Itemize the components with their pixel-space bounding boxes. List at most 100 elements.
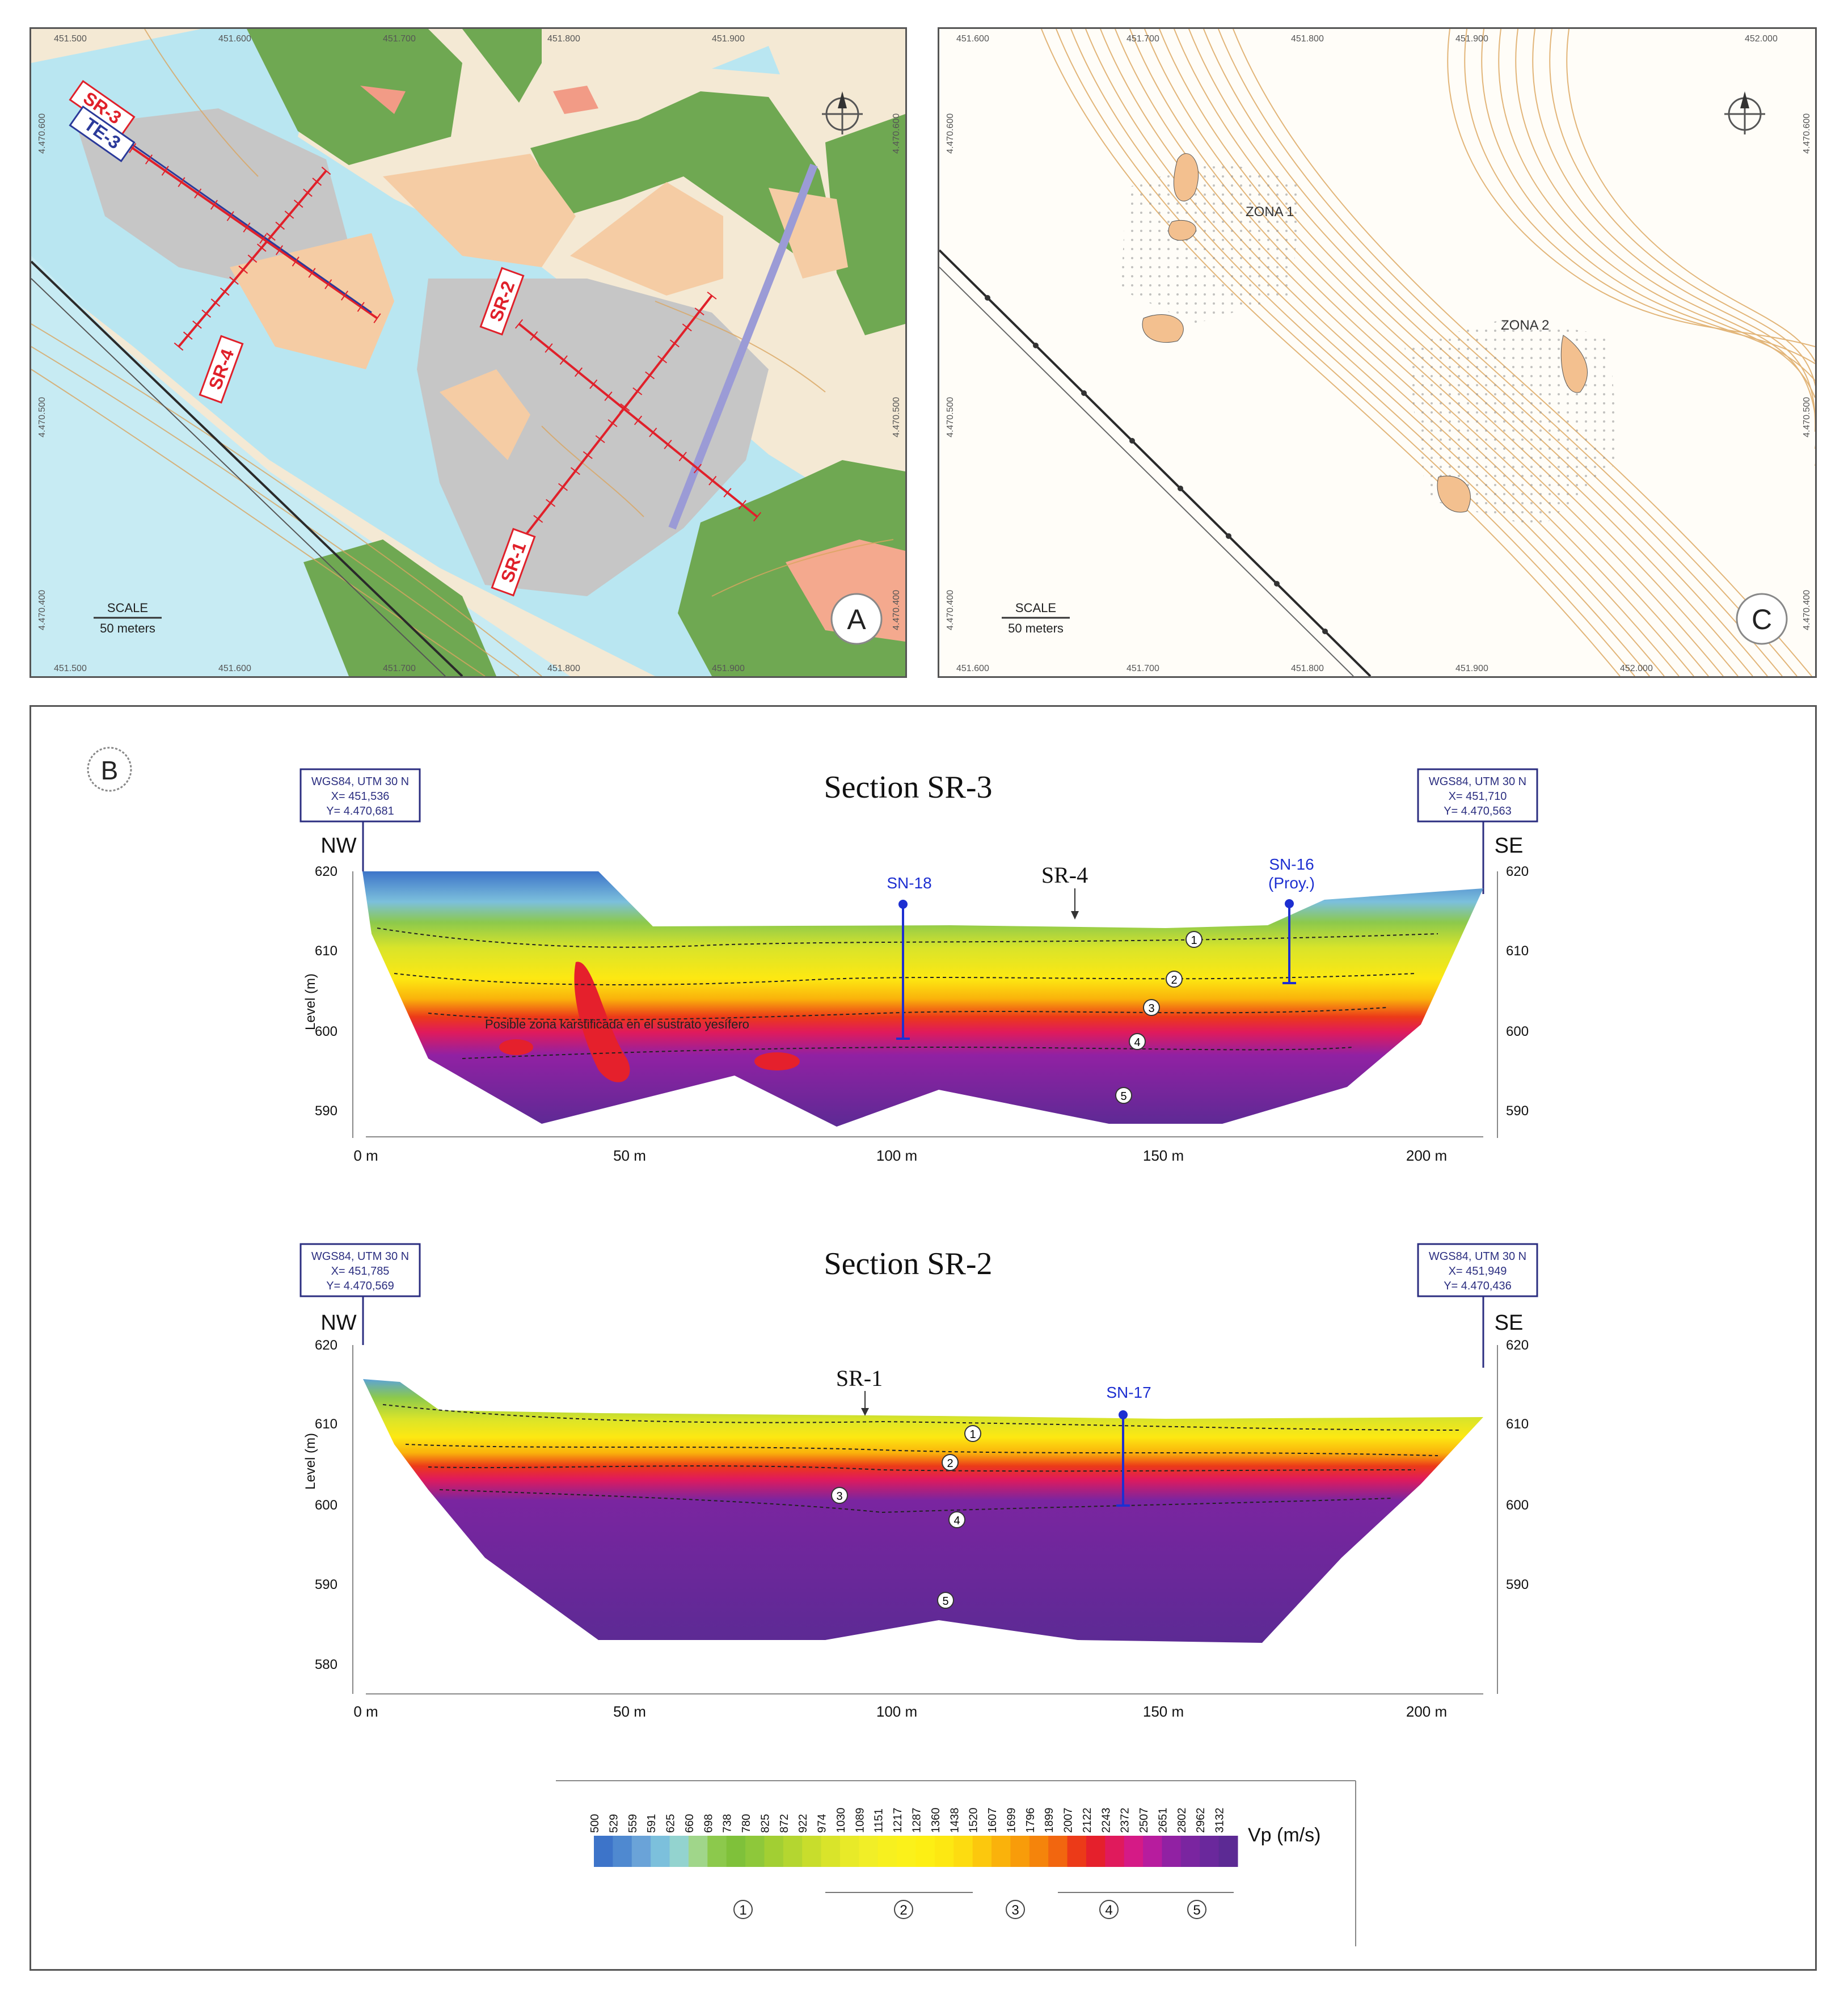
scale-bar: SCALE 50 meters [94, 601, 162, 635]
x-axis: 0 m 50 m 100 m 150 m 200 m [353, 1136, 1483, 1164]
borehole-sn16: SN-16 (Proy.) [1268, 855, 1315, 984]
legend-group-marker: 3 [1006, 1900, 1025, 1919]
legend-value: 974 [816, 1814, 829, 1833]
easting-ticks: 451.600 451.700 451.800 451.900 452.000 … [956, 34, 1778, 673]
coord-box-left: WGS84, UTM 30 N X= 451,536 Y= 4.470,681 [299, 768, 421, 823]
coord-box-left: WGS84, UTM 30 N X= 451,785 Y= 4.470,569 [299, 1243, 421, 1297]
svg-text:451.600: 451.600 [956, 34, 989, 44]
svg-text:451.900: 451.900 [1455, 34, 1488, 44]
zone-2-label: ZONA 2 [1501, 318, 1549, 333]
legend-swatch [651, 1836, 670, 1867]
svg-text:SR-4: SR-4 [1041, 862, 1088, 888]
karst-note: Posible zona karstificada en el sustrato… [485, 1017, 749, 1031]
legend-swatch [1010, 1836, 1030, 1867]
svg-text:4.470.500: 4.470.500 [892, 397, 901, 437]
svg-text:SN-17: SN-17 [1106, 1384, 1151, 1401]
legend-swatch [594, 1836, 613, 1867]
legend-swatch [839, 1836, 859, 1867]
map-unit-green [247, 29, 462, 165]
direction-nw: NW [320, 1311, 356, 1335]
svg-text:5: 5 [1120, 1090, 1126, 1103]
svg-text:50 meters: 50 meters [1008, 621, 1064, 635]
svg-text:451.700: 451.700 [1126, 664, 1159, 673]
legend-value: 1520 [968, 1808, 980, 1833]
legend-value: 2651 [1157, 1808, 1169, 1833]
svg-text:610: 610 [1506, 943, 1529, 959]
legend-value: 2962 [1195, 1808, 1207, 1833]
north-arrow-icon [822, 91, 863, 134]
svg-text:4.470.500: 4.470.500 [37, 397, 47, 437]
svg-text:580: 580 [315, 1657, 337, 1672]
svg-text:100 m: 100 m [876, 1703, 917, 1720]
legend-swatch [1218, 1836, 1238, 1867]
svg-text:3: 3 [1148, 1002, 1154, 1015]
legend-swatch [726, 1836, 746, 1867]
svg-text:600: 600 [315, 1498, 337, 1513]
x-axis: 0 m 50 m 100 m 150 m 200 m [353, 1693, 1483, 1720]
velocity-legend: 500 529 559 591 625 660 698 738 780 825 872 922 974 1… [556, 1780, 1356, 1946]
svg-text:50 m: 50 m [613, 1703, 646, 1720]
legend-value: 1217 [892, 1808, 904, 1833]
legend-swatch [1200, 1836, 1220, 1867]
svg-text:SN-18: SN-18 [887, 874, 931, 892]
svg-text:451.700: 451.700 [383, 664, 416, 673]
svg-text:451.900: 451.900 [712, 664, 745, 673]
svg-text:SCALE: SCALE [107, 601, 148, 615]
svg-text:4.470.500: 4.470.500 [946, 397, 955, 437]
legend-value: 2372 [1119, 1808, 1132, 1833]
svg-text:4.470.600: 4.470.600 [1802, 113, 1812, 154]
legend-swatch [745, 1836, 765, 1867]
svg-text:620: 620 [1506, 864, 1529, 879]
legend-value: 2507 [1138, 1808, 1150, 1833]
svg-text:451.600: 451.600 [956, 664, 989, 673]
legend-value: 738 [722, 1814, 734, 1833]
y-axis-right: 620 610 600 590 [1497, 864, 1529, 1138]
legend-value: 2802 [1176, 1808, 1188, 1833]
legend-value: 660 [683, 1814, 696, 1833]
svg-text:4: 4 [1134, 1036, 1140, 1049]
legend-swatch [1086, 1836, 1106, 1867]
legend-value: 698 [702, 1814, 715, 1833]
northing-ticks: 4.470.600 4.470.500 4.470.400 4.470.600 … [37, 113, 901, 630]
svg-text:0 m: 0 m [353, 1703, 378, 1720]
scale-bar: SCALE 50 meters [1002, 601, 1070, 635]
legend-swatch [1143, 1836, 1162, 1867]
legend-swatch [802, 1836, 822, 1867]
legend-value: 825 [759, 1814, 771, 1833]
legend-swatch [897, 1836, 916, 1867]
legend-group-marker: 2 [894, 1900, 913, 1919]
legend-unit: Vp (m/s) [1248, 1824, 1320, 1846]
panel-badge-a: A [830, 593, 883, 645]
svg-text:451.700: 451.700 [383, 34, 416, 44]
borehole-sn18: SN-18 [887, 874, 932, 1040]
crossing-sr4: SR-4 [1041, 862, 1088, 920]
y-axis-left: 620 610 600 590 580 Level (m) [303, 1338, 353, 1694]
easting-ticks: 451.500 451.600 451.700 451.800 451.900 … [54, 34, 745, 673]
legend-value: 591 [645, 1814, 658, 1833]
svg-text:SCALE: SCALE [1015, 601, 1056, 615]
legend-value: 1899 [1043, 1808, 1056, 1833]
legend-group-marker: 5 [1187, 1900, 1206, 1919]
geological-map: SR-3 TE-3 SR-4 SR-2 SR-1 451.500 451.600… [31, 29, 905, 676]
svg-text:600: 600 [1506, 1498, 1529, 1513]
coord-box-right: WGS84, UTM 30 N X= 451,949 Y= 4.470,436 [1417, 1243, 1538, 1297]
legend-value: 1699 [1005, 1808, 1018, 1833]
svg-text:150 m: 150 m [1143, 1147, 1184, 1164]
svg-text:X= 451,785: X= 451,785 [331, 1265, 390, 1278]
svg-text:590: 590 [1506, 1103, 1529, 1119]
svg-text:B: B [101, 756, 119, 785]
legend-swatch [953, 1836, 973, 1867]
northing-ticks: 4.470.600 4.470.500 4.470.400 4.470.600 … [946, 113, 1812, 630]
y-axis-left: 620 610 600 590 Level (m) [303, 864, 353, 1138]
legend-value: 529 [607, 1814, 620, 1833]
svg-text:451.800: 451.800 [547, 34, 580, 44]
legend-swatch [613, 1836, 632, 1867]
svg-text:(Proy.): (Proy.) [1268, 874, 1315, 892]
svg-text:3: 3 [1011, 1903, 1019, 1918]
legend-value: 1089 [854, 1808, 866, 1833]
legend-group-marker: 1 [733, 1900, 753, 1919]
svg-text:4: 4 [953, 1515, 960, 1527]
legend-swatch [877, 1836, 897, 1867]
svg-text:451.500: 451.500 [54, 34, 87, 44]
legend-swatch [1180, 1836, 1200, 1867]
